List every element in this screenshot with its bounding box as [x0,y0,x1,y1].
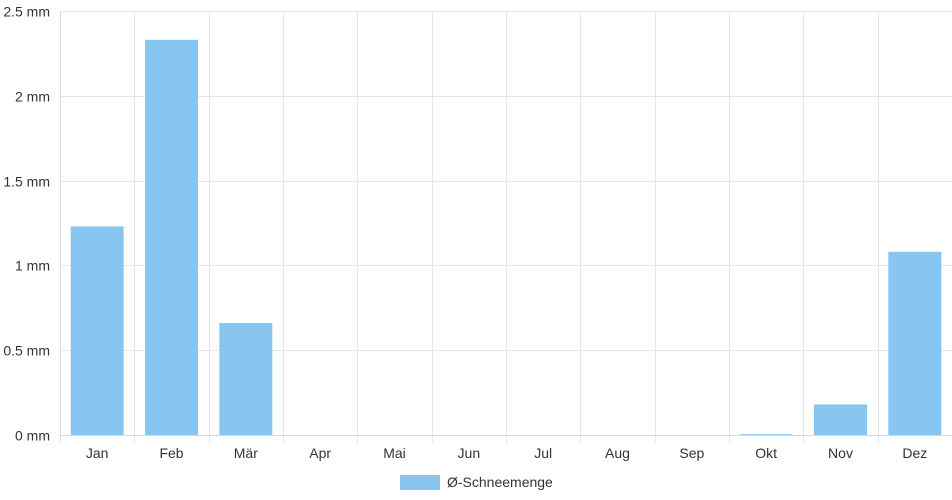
bar-okt[interactable] [739,434,793,435]
bar-nov[interactable] [814,404,867,435]
x-tick-label: Apr [309,445,331,461]
legend-swatch[interactable] [400,475,440,490]
x-tick-label: Feb [159,445,183,461]
y-tick-label: 0.5 mm [3,343,50,359]
bar-dez[interactable] [888,251,942,435]
bar-mär[interactable] [219,323,273,435]
x-tick-labels: Jan Feb Mär Apr Mai Jun Jul Aug Sep Okt Nov Dez [86,445,927,461]
y-tick-labels: 0 mm 0.5 mm 1 mm 1.5 mm 2 mm 2.5 mm [3,4,50,444]
x-tick-label: Jan [86,445,109,461]
x-tick-label: Mai [383,445,406,461]
y-tick-label: 1 mm [15,258,50,274]
x-tick-label: Sep [679,445,704,461]
y-tick-label: 0 mm [15,428,50,444]
x-tick-label: Jul [534,445,552,461]
x-tick-label: Dez [902,445,927,461]
axes [60,11,952,436]
y-tick-label: 2.5 mm [3,4,50,20]
x-tick-label: Nov [828,445,853,461]
y-tick-label: 1.5 mm [3,174,50,190]
grid-lines [60,11,952,443]
x-tick-label: Mär [234,445,258,461]
bar-jan[interactable] [70,226,124,435]
bar-series [70,39,942,435]
legend[interactable]: Ø-Schneemenge [400,474,553,490]
x-tick-label: Aug [605,445,630,461]
legend-label[interactable]: Ø-Schneemenge [447,474,553,490]
bar-feb[interactable] [145,39,198,435]
x-tick-label: Jun [458,445,481,461]
y-tick-label: 2 mm [15,89,50,105]
x-tick-label: Okt [755,445,777,461]
